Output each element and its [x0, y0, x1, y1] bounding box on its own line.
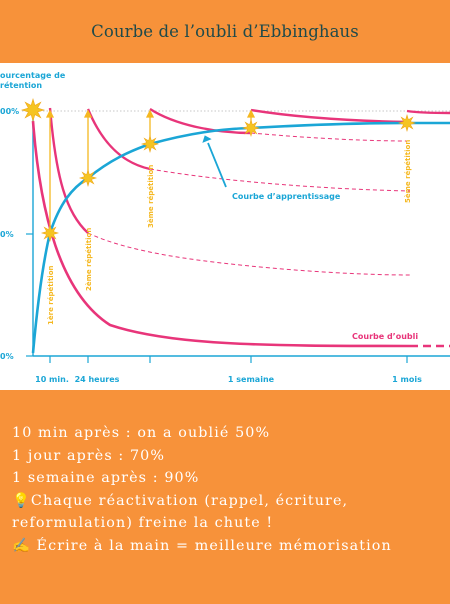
star-marker-start	[20, 97, 46, 123]
repetition-label-1: 1ère répétition	[47, 265, 55, 325]
y-tick-label-top: 00%	[0, 107, 19, 116]
note-10min: 10 min après : on a oublié 50%	[12, 425, 271, 441]
x-tick-label-10min: 10 min.	[35, 375, 69, 384]
forgetting-curve-3-dashed	[149, 168, 411, 192]
forgetting-curve-5	[250, 108, 408, 124]
note-1day: 1 jour après : 70%	[12, 447, 166, 464]
repetition-arrowhead-1	[45, 109, 55, 118]
note-reactivation: 💡Chaque réactivation (rappel, écriture, …	[12, 492, 349, 532]
repetition-arrows	[45, 109, 256, 233]
forgetting-curve-main	[31, 120, 411, 348]
star-markers	[20, 97, 417, 243]
repetition-label-2: 2ème répétition	[85, 228, 93, 291]
star-marker-2	[78, 168, 98, 188]
x-tick-label-1week: 1 semaine	[228, 375, 275, 384]
learning-curve	[31, 121, 450, 354]
star-marker-5	[397, 113, 417, 133]
x-tick-label-1month: 1 mois	[392, 375, 422, 384]
y-tick-label-mid: 0%	[0, 230, 14, 239]
learning-curve-callout-line	[207, 142, 227, 188]
note-1week: 1 semaine après : 90%	[12, 470, 200, 486]
y-axis-label-line2: rétention	[0, 80, 42, 90]
forgetting-curve-2-dashed	[87, 232, 411, 276]
y-tick-label-bottom: 0%	[0, 352, 14, 361]
repetition-arrowhead-4	[246, 109, 256, 118]
repetition-label-3: 3ème répétition	[147, 165, 155, 228]
learning-curve-label: Courbe d’apprentissage	[232, 192, 341, 201]
learning-curve-callout-arrowhead	[202, 135, 212, 143]
x-tick-label-24h: 24 heures	[75, 375, 120, 384]
forgetting-curve-4	[149, 107, 252, 135]
forgetting-curve-4-dashed	[250, 132, 411, 142]
star-marker-1	[40, 223, 60, 243]
notes-block: 10 min après : on a oublié 50% 1 jour ap…	[12, 422, 444, 557]
star-marker-4	[241, 118, 261, 138]
ebbinghaus-chart: ourcentage de rétention 00% 0% 0% 10 min…	[0, 63, 450, 390]
repetition-arrowhead-2	[83, 109, 93, 118]
note-handwriting: ✍️ Écrire à la main = meilleure mémorisa…	[12, 537, 392, 554]
forgetting-curve-2	[48, 107, 89, 234]
y-axis-label-line1: ourcentage de	[0, 71, 66, 80]
chart-svg: ourcentage de rétention 00% 0% 0% 10 min…	[0, 71, 450, 384]
forgetting-curve-label: Courbe d’oubli	[352, 332, 418, 341]
forgetting-curve-3	[86, 108, 151, 171]
repetition-label-5: 5ème répétition	[404, 140, 412, 203]
forgetting-curve-6	[406, 109, 450, 115]
page-title: Courbe de l’oubli d’Ebbinghaus	[91, 22, 359, 41]
repetition-arrowhead-3	[145, 109, 155, 118]
star-marker-3	[140, 134, 160, 154]
